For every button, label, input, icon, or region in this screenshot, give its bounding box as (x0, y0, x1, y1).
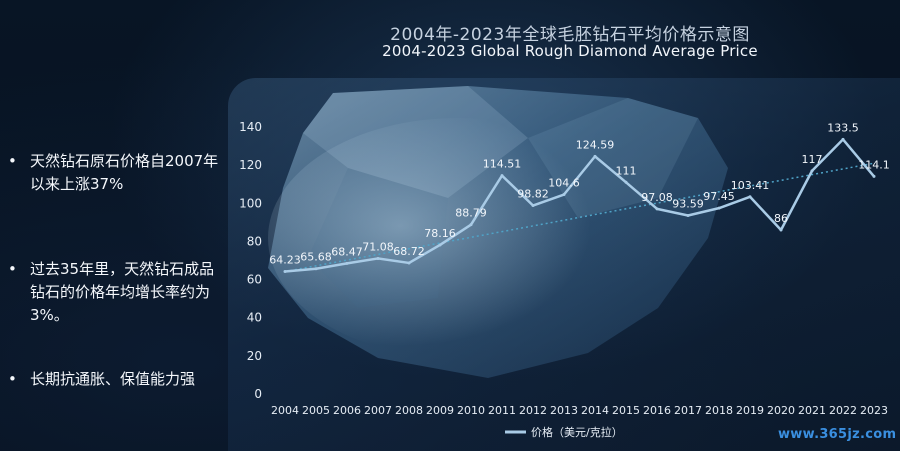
price-series-line (284, 138, 875, 273)
x-tick-label: 2007 (364, 404, 392, 417)
x-tick-label: 2016 (643, 404, 671, 417)
data-point (314, 267, 318, 271)
x-tick-label: 2017 (674, 404, 702, 417)
data-label: 93.59 (672, 198, 704, 211)
data-label: 103.41 (731, 179, 770, 192)
data-label: 133.5 (827, 121, 859, 134)
data-point (686, 214, 690, 218)
bullet-dot: • (8, 152, 17, 170)
data-point (407, 261, 411, 265)
data-point (624, 180, 628, 184)
y-tick-label: 80 (247, 234, 262, 248)
data-label: 104.6 (548, 177, 580, 190)
y-tick-label: 60 (247, 273, 262, 287)
x-tick-label: 2006 (333, 404, 361, 417)
chart-title-cn: 2004年-2023年全球毛胚钻石平均价格示意图 (390, 25, 750, 45)
x-tick-label: 2004 (271, 404, 299, 417)
bullet-text: 天然钻石原石价格自2007年以来上涨37% (30, 152, 219, 193)
y-tick-label: 40 (247, 311, 262, 325)
x-tick-label: 2018 (705, 404, 733, 417)
x-tick-label: 2015 (612, 404, 640, 417)
y-tick-label: 100 (239, 196, 262, 210)
y-tick-label: 120 (239, 158, 262, 172)
x-tick-label: 2021 (798, 404, 826, 417)
x-tick-label: 2020 (767, 404, 795, 417)
data-label: 124.59 (576, 138, 615, 151)
bullet-item-price-rise: • 天然钻石原石价格自2007年以来上涨37% (8, 150, 223, 196)
bullet-dot: • (8, 260, 17, 278)
x-tick-label: 2011 (488, 404, 516, 417)
x-tick-label: 2009 (426, 404, 454, 417)
data-point (779, 228, 783, 232)
bullet-item-inflation-hedge: • 长期抗通胀、保值能力强 (8, 368, 223, 391)
data-point (872, 174, 876, 178)
y-tick-label: 0 (254, 387, 262, 401)
data-point (717, 206, 721, 210)
data-point (345, 261, 349, 265)
data-point (593, 154, 597, 158)
x-tick-label: 2005 (302, 404, 330, 417)
data-label: 68.72 (393, 245, 425, 258)
data-label: 111 (616, 164, 637, 177)
bullet-item-growth-rate: • 过去35年里，天然钻石成品钻石的价格年均增长率约为3%。 (8, 258, 223, 327)
y-tick-label: 140 (239, 120, 262, 134)
data-label: 97.08 (641, 191, 673, 204)
data-label: 98.82 (517, 188, 549, 201)
data-point (841, 137, 845, 141)
data-label: 97.45 (703, 190, 735, 203)
data-label: 78.16 (424, 227, 456, 240)
data-point (531, 204, 535, 208)
data-point (438, 243, 442, 247)
bullet-dot: • (8, 370, 17, 388)
data-label: 114.51 (483, 158, 522, 171)
x-tick-label: 2013 (550, 404, 578, 417)
y-tick-label: 20 (247, 349, 262, 363)
watermark: www.365jz.com (778, 427, 897, 442)
data-point (748, 195, 752, 199)
data-label: 68.47 (331, 245, 363, 258)
data-point (655, 207, 659, 211)
data-point (376, 256, 380, 260)
x-tick-label: 2014 (581, 404, 609, 417)
data-label: 86 (774, 212, 788, 225)
bullet-text: 长期抗通胀、保值能力强 (30, 370, 196, 388)
data-point (562, 193, 566, 197)
bullet-text: 过去35年里，天然钻石成品钻石的价格年均增长率约为3%。 (30, 260, 215, 324)
data-label: 71.08 (362, 240, 394, 253)
data-label: 65.68 (300, 251, 332, 264)
x-tick-label: 2022 (829, 404, 857, 417)
x-tick-label: 2023 (860, 404, 888, 417)
chart-title-en: 2004-2023 Global Rough Diamond Average P… (382, 42, 758, 60)
x-tick-label: 2010 (457, 404, 485, 417)
x-tick-label: 2019 (736, 404, 764, 417)
data-point (500, 174, 504, 178)
data-label: 64.23 (269, 254, 301, 267)
data-label: 88.79 (455, 207, 487, 220)
legend-label: 价格（美元/克拉） (531, 425, 623, 439)
data-label: 117 (802, 153, 823, 166)
data-point (810, 169, 814, 173)
x-tick-label: 2012 (519, 404, 547, 417)
data-label: 114.1 (858, 158, 890, 171)
data-point (283, 270, 287, 274)
x-tick-label: 2008 (395, 404, 423, 417)
data-point (469, 223, 473, 227)
